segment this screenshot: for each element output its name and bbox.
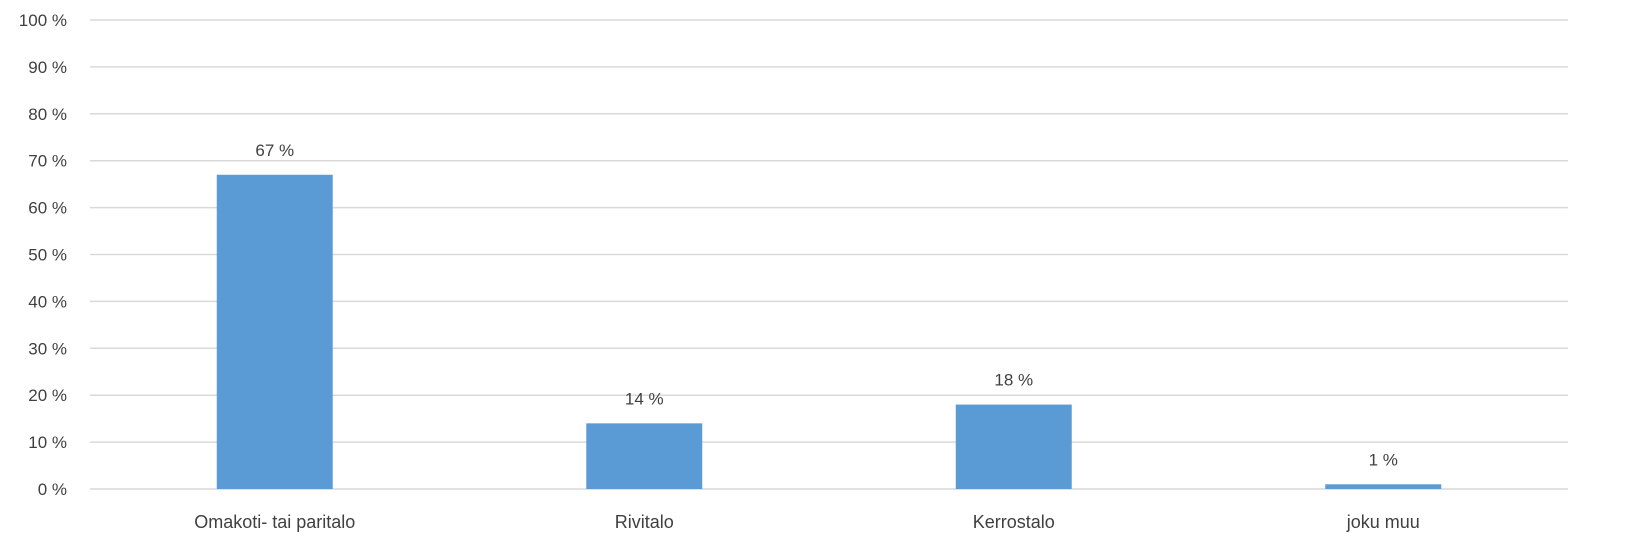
y-tick-label: 10 % bbox=[28, 433, 67, 452]
y-tick-label: 60 % bbox=[28, 199, 67, 218]
category-label: joku muu bbox=[1346, 512, 1420, 532]
y-tick-label: 30 % bbox=[28, 339, 67, 358]
y-tick-label: 90 % bbox=[28, 58, 67, 77]
y-tick-label: 100 % bbox=[19, 11, 67, 30]
data-label: 67 % bbox=[255, 141, 294, 160]
data-label: 14 % bbox=[625, 389, 664, 408]
y-tick-label: 80 % bbox=[28, 105, 67, 124]
y-tick-label: 50 % bbox=[28, 246, 67, 265]
category-label: Omakoti- tai paritalo bbox=[194, 512, 355, 532]
bar bbox=[586, 423, 703, 489]
bars bbox=[216, 174, 1442, 489]
x-axis-category-labels: Omakoti- tai paritalo Rivitalo Kerrostalo j… bbox=[194, 512, 1420, 532]
bar bbox=[216, 174, 333, 489]
data-label: 1 % bbox=[1369, 450, 1398, 469]
y-axis-tick-labels: 0 % 10 % 20 % 30 % 40 % 50 % 60 % 70 % 80 % 90 % 1… bbox=[19, 11, 67, 499]
bar bbox=[955, 404, 1072, 489]
y-tick-label: 70 % bbox=[28, 152, 67, 171]
bar bbox=[1325, 484, 1442, 489]
category-label: Kerrostalo bbox=[973, 512, 1055, 532]
data-labels: 67 % 14 % 18 % 1 % bbox=[255, 141, 1398, 470]
data-label: 18 % bbox=[994, 371, 1033, 390]
y-tick-label: 0 % bbox=[38, 480, 67, 499]
grid-lines bbox=[90, 19, 1568, 490]
y-tick-label: 20 % bbox=[28, 386, 67, 405]
category-label: Rivitalo bbox=[615, 512, 674, 532]
y-tick-label: 40 % bbox=[28, 292, 67, 311]
